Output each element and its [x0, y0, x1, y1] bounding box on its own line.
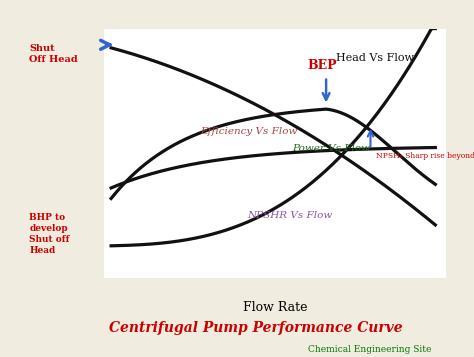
- Text: Centrifugal Pump Performance Curve: Centrifugal Pump Performance Curve: [109, 321, 403, 336]
- Text: NPSHR Vs Flow: NPSHR Vs Flow: [247, 211, 333, 221]
- Text: Flow Rate: Flow Rate: [243, 301, 307, 314]
- Text: BEP: BEP: [308, 59, 337, 72]
- Text: Power Vs Flow: Power Vs Flow: [292, 144, 370, 153]
- Text: Shut
Off Head: Shut Off Head: [29, 44, 78, 64]
- Text: Efficiency Vs Flow: Efficiency Vs Flow: [200, 126, 297, 136]
- Text: BHP to
develop
Shut off
Head: BHP to develop Shut off Head: [29, 213, 70, 255]
- Text: NPSHₐ Sharp rise beyond BEP: NPSHₐ Sharp rise beyond BEP: [375, 152, 474, 160]
- Text: Chemical Engineering Site: Chemical Engineering Site: [308, 345, 431, 355]
- Text: Head Vs Flow: Head Vs Flow: [337, 53, 414, 63]
